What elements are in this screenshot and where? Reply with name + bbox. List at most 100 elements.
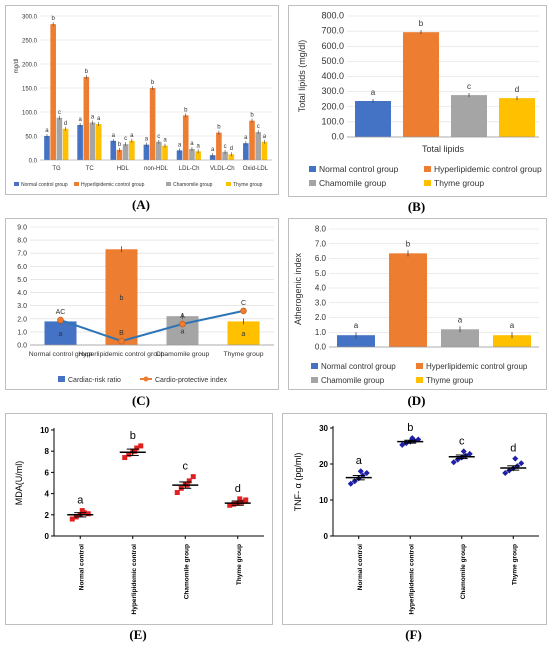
- x-tick-label: HDL: [117, 166, 130, 172]
- y-tick-label: 150.0: [22, 87, 38, 93]
- legend-swatch: [309, 180, 316, 186]
- significance-letter: a: [196, 143, 200, 149]
- legend-swatch: [416, 363, 423, 369]
- significance-letter: a: [244, 135, 248, 141]
- significance-letter: c: [58, 110, 61, 116]
- y-tick-label: 200.0: [22, 63, 38, 69]
- data-point: [347, 480, 354, 487]
- x-tick-label: Hyperlipidemic control group: [78, 351, 164, 358]
- x-tick-label: Normal control group: [29, 351, 93, 358]
- y-tick-label: 100.0: [321, 116, 344, 126]
- y-tick-label: 0.0: [331, 132, 344, 142]
- x-tick-label: Thyme group: [511, 544, 518, 585]
- significance-letter: c: [124, 136, 127, 142]
- significance-letter: a: [510, 321, 515, 330]
- y-tick-label: 3.0: [17, 303, 27, 310]
- data-point: [239, 499, 245, 505]
- x-tick-label: Chamomile group: [460, 544, 467, 599]
- legend-swatch: [311, 363, 318, 369]
- line-letter: AC: [56, 309, 66, 316]
- data-point: [518, 460, 525, 467]
- significance-letter: c: [157, 134, 160, 140]
- panel-label-b: (B): [407, 199, 426, 214]
- significance-letter: b: [151, 80, 155, 86]
- legend-swatch: [14, 182, 19, 186]
- significance-letter: a: [178, 142, 182, 148]
- y-axis-label: Total lipids (mg/dl): [297, 40, 307, 113]
- data-point: [138, 443, 144, 449]
- bar: [62, 128, 69, 160]
- y-tick-label: 250.0: [22, 39, 38, 45]
- bar: [403, 32, 439, 138]
- line-letter: C: [241, 300, 246, 307]
- significance-letter: a: [78, 117, 82, 123]
- legend-label: Hyperlipidemic control group: [81, 182, 145, 188]
- panel-d: 0.0 1.0 2.0 3.0 4.0 5.0 6.0 7.0 8.0 Atherogenic i…: [288, 218, 547, 390]
- bar: [50, 24, 56, 160]
- y-tick-label: 0.0: [315, 343, 327, 352]
- legend-swatch: [311, 377, 318, 383]
- x-tick-label: Normal control: [78, 544, 85, 590]
- significance-letter: c: [467, 82, 471, 91]
- data-point: [512, 455, 519, 462]
- legend-label: Thyme group: [233, 182, 263, 188]
- y-tick-label: 100.0: [22, 111, 38, 117]
- x-tick-label: TG: [52, 166, 61, 172]
- chart-b: 0.0 100.0 200.0 300.0 400.0 500.0 600.0 700.0 80…: [297, 11, 542, 189]
- x-axis-label: Total lipids: [422, 144, 465, 154]
- bar: [122, 144, 129, 160]
- bar: [129, 140, 135, 160]
- bar: [228, 154, 235, 160]
- y-tick-label: 400.0: [321, 71, 344, 81]
- bar: [143, 144, 150, 160]
- significance-letter: b: [407, 422, 413, 434]
- legend-swatch: [424, 166, 431, 172]
- bar: [451, 95, 487, 137]
- significance-letter: d: [515, 85, 519, 94]
- significance-letter: b: [85, 69, 89, 75]
- data-point: [79, 508, 85, 514]
- legend-label: Thyme group: [426, 376, 474, 385]
- bar: [149, 88, 156, 160]
- y-tick-label: 8.0: [17, 238, 27, 245]
- significance-letter: b: [51, 16, 55, 22]
- data-point: [460, 448, 467, 455]
- x-tick-label: Chamomile group: [183, 544, 190, 599]
- bar: [189, 148, 195, 160]
- y-tick-label: 3.0: [315, 298, 327, 307]
- bar: [337, 335, 375, 347]
- bar: [243, 143, 249, 160]
- y-tick-label: 2.0: [17, 316, 27, 323]
- bar: [493, 335, 531, 347]
- bar: [209, 155, 216, 160]
- significance-letter: d: [64, 121, 67, 127]
- significance-letter: a: [190, 141, 194, 147]
- significance-letter: a: [371, 88, 376, 97]
- legend-label: Cardiac-risk ratio: [68, 377, 121, 384]
- significance-letter: c: [183, 461, 189, 473]
- x-tick-label: Thyme group: [223, 351, 263, 358]
- y-tick-label: 4.0: [315, 284, 327, 293]
- line-letter: A: [180, 313, 185, 320]
- significance-letter: a: [77, 495, 84, 507]
- y-tick-label: 20: [319, 460, 328, 469]
- bar: [105, 249, 138, 345]
- significance-letter: c: [257, 124, 260, 130]
- significance-letter: a: [97, 116, 101, 122]
- bar: [261, 141, 268, 160]
- y-tick-label: 300.0: [321, 86, 344, 96]
- bar-letter: a: [242, 331, 246, 338]
- data-point: [363, 470, 370, 476]
- data-point: [174, 490, 180, 496]
- panel-label-d: (D): [407, 393, 426, 408]
- y-tick-label: 4: [45, 490, 50, 499]
- panel-e: 0 2 4 6 8 10 MDA(U/ml) a Normal control b Hyperlip…: [5, 413, 273, 625]
- legend-label: Thyme group: [434, 178, 484, 188]
- chart-a: 0.050.0100.0150.0200.0250.0300.0mg/dlabc…: [14, 15, 272, 188]
- significance-letter: b: [406, 239, 411, 248]
- panel-b: 0.0 100.0 200.0 300.0 400.0 500.0 600.0 700.0 80…: [288, 5, 547, 197]
- legend-swatch: [309, 166, 316, 172]
- y-tick-label: 1.0: [17, 329, 27, 336]
- bar-letter: b: [120, 295, 124, 302]
- legend-label: Normal control group: [21, 182, 68, 188]
